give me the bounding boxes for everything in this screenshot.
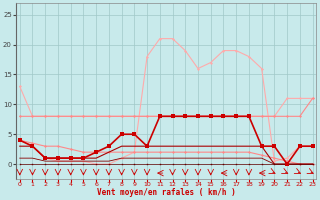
X-axis label: Vent moyen/en rafales ( km/h ): Vent moyen/en rafales ( km/h ): [97, 188, 236, 197]
